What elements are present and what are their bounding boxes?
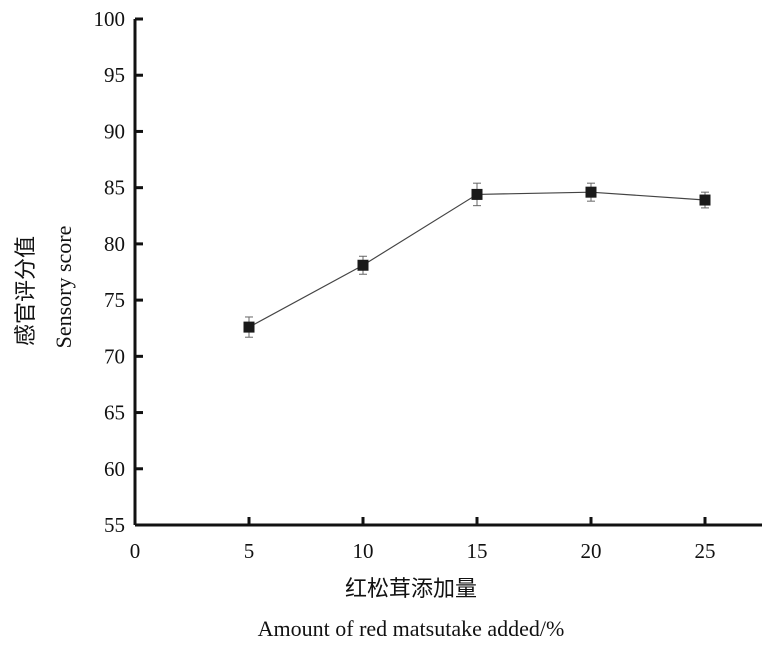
series-line [248,191,706,328]
x-tick-label: 10 [353,539,374,563]
data-point [471,188,483,200]
data-points-group [243,186,711,333]
x-tick-label: 0 [130,539,141,563]
x-axis-title: Amount of red matsutake added/% [258,616,565,641]
y-tick-label: 80 [104,232,125,256]
x-tick-label: 25 [695,539,716,563]
y-tick-label: 70 [104,344,125,368]
y-tick-label: 95 [104,63,125,87]
x-tick-label: 5 [244,539,255,563]
y-tick-label: 60 [104,457,125,481]
y-axis-ticks: 55 60 65 70 75 80 85 90 95 100 [94,7,143,537]
y-tick-label: 90 [104,119,125,143]
data-point [243,321,255,333]
x-axis-title-cn: 红松茸添加量 [345,577,477,602]
series-line-group [248,191,706,328]
y-tick-label: 85 [104,176,125,200]
y-tick-label: 100 [94,7,126,31]
y-tick-label: 75 [104,288,125,312]
y-tick-label: 55 [104,513,125,537]
y-axis-title-cn: 感官评分值 [14,236,39,346]
data-point [699,194,711,206]
y-tick-label: 65 [104,401,125,425]
error-bars-group [245,182,709,338]
data-point [585,186,597,198]
x-tick-label: 20 [581,539,602,563]
data-point [357,259,369,271]
y-axis-title: Sensory score [51,226,76,349]
x-tick-label: 15 [467,539,488,563]
